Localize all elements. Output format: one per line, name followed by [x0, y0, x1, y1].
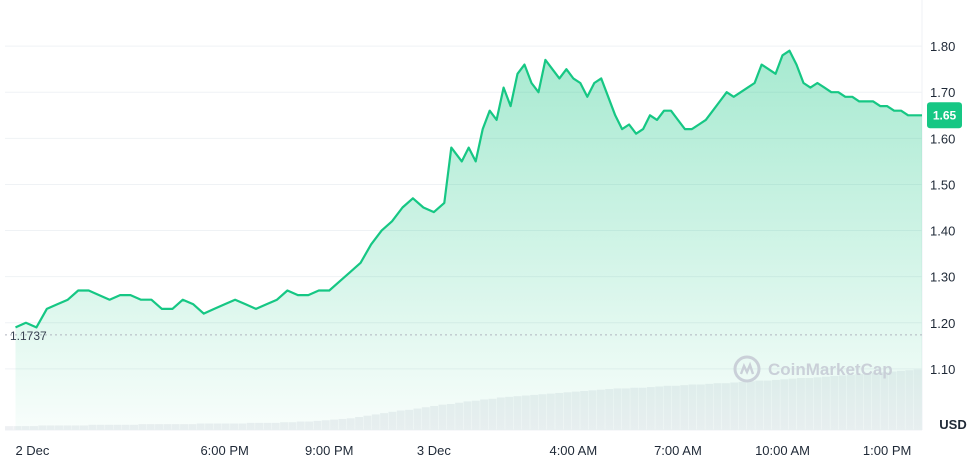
x-axis: 2 Dec 6:00 PM 9:00 PM 3 Dec 4:00 AM 7:00 AM 10… [15, 443, 911, 458]
currency-label: USD [939, 417, 966, 432]
y-tick-label: 1.70 [930, 85, 955, 100]
y-tick-label: 1.50 [930, 177, 955, 192]
x-tick-label: 1:00 PM [863, 443, 911, 458]
x-tick-label: 6:00 PM [200, 443, 248, 458]
x-tick-label: 9:00 PM [305, 443, 353, 458]
watermark-label: CoinMarketCap [768, 360, 893, 379]
x-tick-label: 2 Dec [15, 443, 49, 458]
current-price-label: 1.65 [933, 108, 957, 122]
reference-price-badge: 1.1737 [10, 329, 47, 343]
coinmarketcap-logo-mark [739, 361, 755, 375]
x-tick-label: 7:00 AM [654, 443, 702, 458]
y-tick-label: 1.30 [930, 270, 955, 285]
coinmarketcap-watermark: CoinMarketCap [733, 355, 893, 383]
current-price-badge-bg [927, 102, 962, 129]
y-tick-label: 1.80 [930, 39, 955, 54]
current-price-badge: 1.65 [927, 102, 962, 129]
y-tick-label: 1.20 [930, 316, 955, 331]
y-axis: 1.80 1.70 1.60 1.50 1.40 1.30 1.20 1.10 [930, 39, 955, 377]
x-tick-label: 4:00 AM [549, 443, 597, 458]
x-tick-label: 10:00 AM [755, 443, 810, 458]
price-line [15, 49, 922, 329]
coinmarketcap-logo-icon [733, 355, 761, 383]
y-tick-label: 1.60 [930, 131, 955, 146]
reference-price-label: 1.1737 [10, 329, 47, 343]
y-tick-label: 1.40 [930, 224, 955, 239]
volume-bar [5, 426, 13, 430]
x-tick-label: 3 Dec [417, 443, 451, 458]
y-tick-label: 1.10 [930, 362, 955, 377]
